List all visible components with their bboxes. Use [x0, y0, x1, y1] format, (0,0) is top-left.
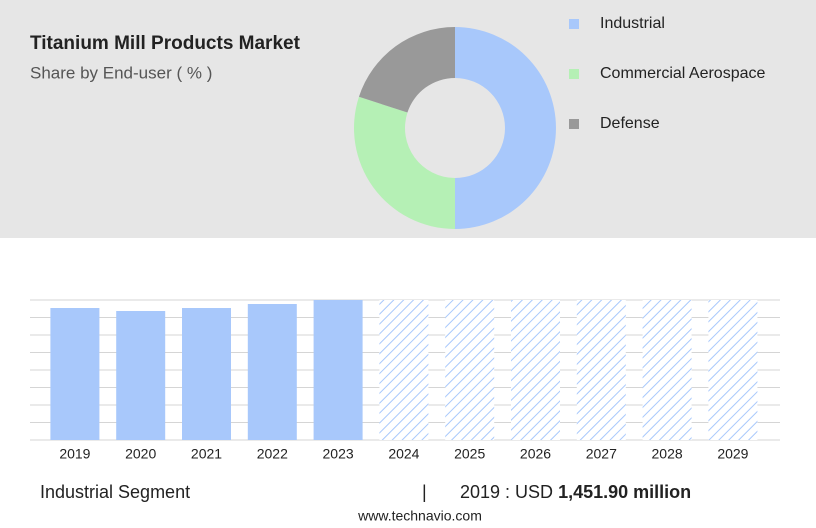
source: www.technavio.com — [357, 508, 482, 524]
separator: | — [422, 482, 427, 502]
forecast-bar — [708, 300, 758, 440]
x-tick-label: 2029 — [717, 446, 748, 462]
bar — [182, 308, 231, 440]
x-tick-label: 2023 — [323, 446, 354, 462]
x-tick-label: 2022 — [257, 446, 288, 462]
bar — [116, 311, 166, 440]
x-tick-label: 2021 — [191, 446, 222, 462]
legend-swatch — [569, 19, 579, 29]
legend-label: Commercial Aerospace — [600, 65, 766, 82]
highlight-value: 1,451.90 million — [558, 482, 691, 502]
legend-swatch — [569, 119, 579, 129]
x-tick-label: 2026 — [520, 446, 551, 462]
forecast-bar — [511, 300, 560, 440]
segment-label: Industrial Segment — [40, 482, 190, 502]
highlight-label: 2019 : USD — [460, 482, 553, 502]
bar — [50, 308, 100, 440]
x-tick-label: 2024 — [388, 446, 419, 462]
x-tick-label: 2020 — [125, 446, 156, 462]
legend-label: Defense — [600, 115, 660, 132]
forecast-bar — [379, 300, 429, 440]
bar — [247, 304, 297, 440]
bar-chart: 2019 2020 2021 2022 2023 2024 2025 2026 2027 2028… — [30, 299, 780, 462]
chart-title: Titanium Mill Products Market — [30, 33, 301, 54]
bar — [313, 300, 363, 440]
legend: Industrial Commercial Aerospace Defense — [569, 15, 766, 132]
legend-swatch — [569, 69, 579, 79]
forecast-bar — [642, 300, 692, 440]
forecast-bar — [576, 300, 626, 440]
x-tick-label: 2027 — [586, 446, 617, 462]
donut-chart — [353, 27, 556, 230]
highlight: 2019 : USD 1,451.90 million — [460, 482, 691, 502]
legend-label: Industrial — [600, 15, 665, 32]
x-tick-label: 2025 — [454, 446, 485, 462]
donut-slice — [353, 96, 455, 230]
donut-slice — [455, 27, 556, 229]
forecast-bar — [445, 300, 495, 440]
donut-slice — [358, 27, 455, 113]
x-tick-label: 2019 — [59, 446, 90, 462]
chart-subtitle: Share by End-user ( % ) — [30, 63, 212, 82]
x-tick-label: 2028 — [652, 446, 683, 462]
